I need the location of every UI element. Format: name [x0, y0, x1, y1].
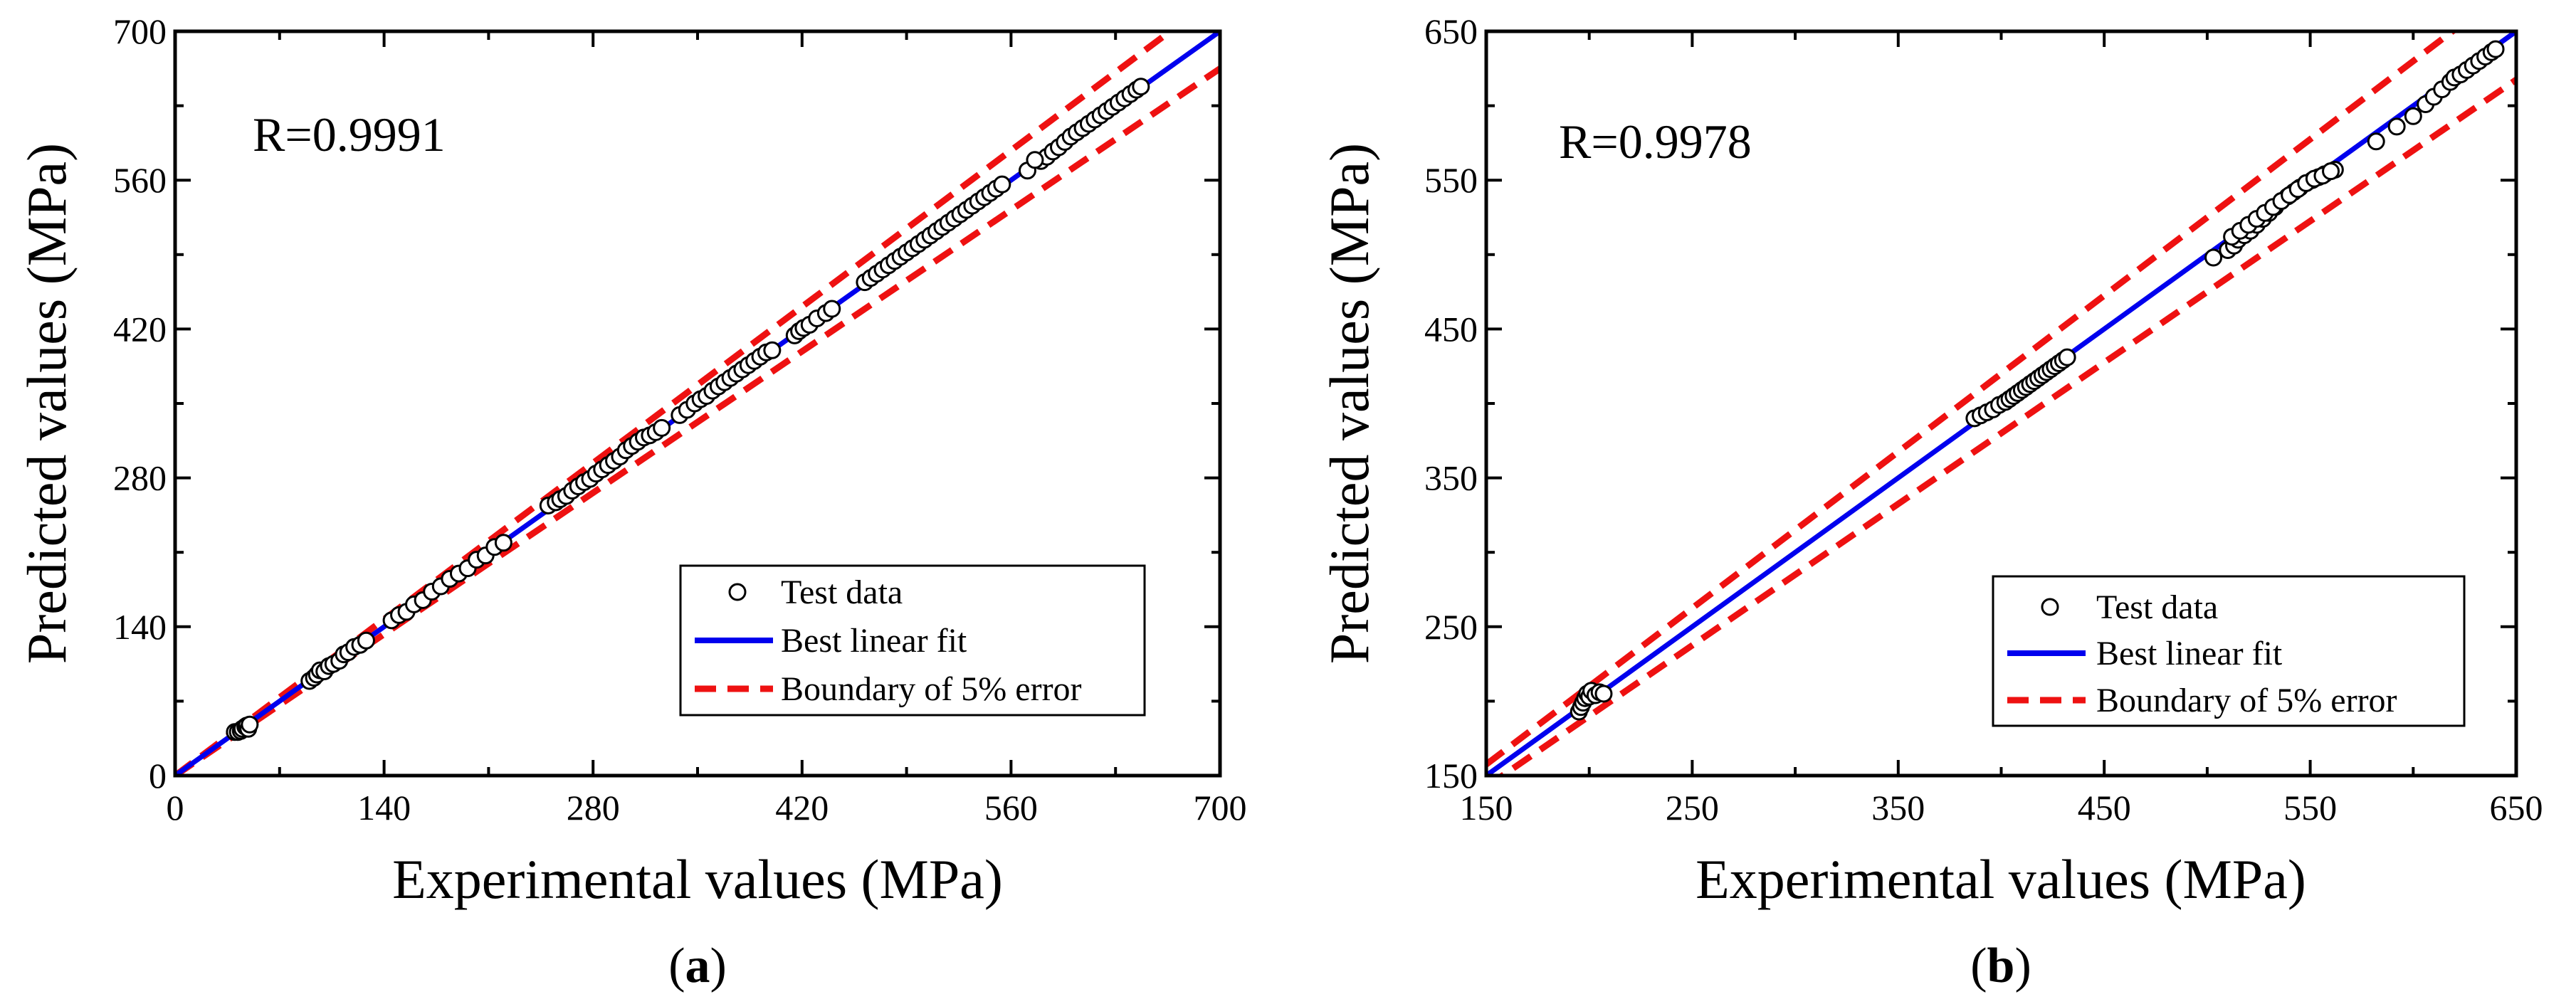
panel-b-lower-error-boundary: [1496, 77, 2516, 776]
panel-a-y-tick-label: 0: [149, 756, 167, 796]
panel-b-x-tick-label: 450: [2078, 788, 2131, 828]
panel-b-data-point: [2486, 40, 2505, 58]
panel-a-legend-label-error-boundary: Boundary of 5% error: [781, 670, 1082, 708]
panel-b-r-value: R=0.9978: [1559, 115, 1752, 169]
panel-b-data-point: [2204, 248, 2223, 267]
panel-b-x-axis-label: Experimental values (MPa): [1696, 848, 2306, 910]
panel-a-x-tick-label: 140: [357, 788, 411, 828]
panel-a-data-point: [494, 534, 512, 552]
panel-b-y-tick-label: 650: [1424, 11, 1478, 51]
panel-b-data-point: [1594, 685, 1613, 703]
panel-a-x-tick-label: 0: [167, 788, 184, 828]
panel-b-data-point: [2404, 107, 2422, 125]
panel-a-data-point: [241, 715, 259, 734]
panel-a-legend-marker-test-data: [728, 583, 747, 601]
panel-a-data-point: [653, 418, 671, 437]
panel-b-y-tick-label: 350: [1424, 458, 1478, 498]
panel-b: 150 250 350 450 550 650 150 250 350 450 550 650 R=0…: [1318, 11, 2543, 993]
panel-b-x-tick-label: 550: [2283, 788, 2337, 828]
panel-a-x-tick-label: 700: [1194, 788, 1247, 828]
panel-a-legend-label-fit-line: Best linear fit: [781, 622, 967, 660]
panel-b-x-tick-label: 150: [1460, 788, 1513, 828]
panel-a-r-value: R=0.9991: [253, 107, 446, 162]
panel-b-legend: Test data Best linear fit Boundary of 5%…: [1992, 575, 2466, 727]
panel-a-y-tick-label: 560: [113, 160, 167, 200]
panel-b-caption: (b): [1970, 939, 2031, 993]
panel-b-y-axis-label: Predicted values (MPa): [1318, 143, 1380, 664]
panel-a-caption-letter: a: [685, 939, 710, 993]
panel-b-legend-label-fit-line: Best linear fit: [2096, 635, 2283, 672]
panel-b-y-tick-label: 150: [1424, 756, 1478, 796]
panel-a-legend: Test data Best linear fit Boundary of 5%…: [679, 564, 1146, 717]
panel-a-y-tick-label: 700: [113, 11, 167, 51]
panel-b-y-tick-label: 450: [1424, 309, 1478, 349]
panel-b-legend-label-test-data: Test data: [2096, 588, 2218, 626]
panel-a-caption: (a): [668, 939, 727, 993]
panel-a-y-tick-label: 140: [113, 607, 167, 647]
panel-a-x-tick-label: 560: [984, 788, 1038, 828]
panel-b-legend-label-error-boundary: Boundary of 5% error: [2096, 682, 2397, 719]
panel-b-upper-error-boundary: [1486, 31, 2458, 767]
panel-a-x-tick-label: 420: [775, 788, 829, 828]
panel-a-plot: [175, 31, 1220, 776]
panel-a-data-point: [1026, 151, 1044, 169]
panel-a-data-point: [993, 175, 1011, 194]
panel-a-y-tick-label: 280: [113, 458, 167, 498]
panel-a-data-point: [763, 341, 782, 359]
panel-b-plot: [1486, 31, 2516, 776]
panel-a-y-axis-label: Predicted values (MPa): [16, 143, 78, 664]
panel-b-x-tick-label: 350: [1871, 788, 1925, 828]
panel-b-y-tick-label: 550: [1424, 160, 1478, 200]
panel-b-data-point: [2058, 348, 2076, 366]
panel-b-data-point: [2367, 132, 2385, 151]
panel-b-data-point: [2322, 162, 2340, 181]
panel-b-data-point: [2387, 117, 2406, 136]
panel-a-y-tick-label: 420: [113, 309, 167, 349]
panel-a-data-point: [823, 300, 841, 318]
panel-b-caption-letter: b: [1987, 939, 2015, 993]
panel-a-legend-label-test-data: Test data: [781, 574, 903, 611]
panel-b-x-tick-label: 250: [1666, 788, 1719, 828]
panel-a-x-tick-label: 280: [567, 788, 620, 828]
panel-b-x-tick-label: 650: [2490, 788, 2543, 828]
panel-b-y-tick-label: 250: [1424, 607, 1478, 647]
panel-a-data-point: [357, 631, 375, 650]
panel-b-legend-marker-test-data: [2041, 598, 2059, 616]
panel-a-data-point: [1132, 78, 1150, 96]
panel-a-x-axis-label: Experimental values (MPa): [392, 848, 1003, 910]
panel-a: 0 140 280 420 560 700 0 140 280 420 560 700 R=0.999…: [16, 11, 1247, 993]
